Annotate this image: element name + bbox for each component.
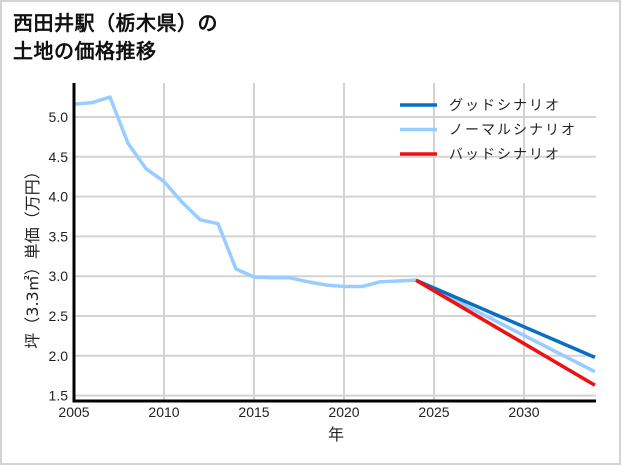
x-tick-label: 2005: [58, 404, 89, 420]
y-axis-ticks: 1.5 2.0 2.5 3.0 3.5 4.0 4.5 5.0: [49, 109, 69, 404]
y-tick-label: 2.5: [49, 308, 69, 324]
chart-title-line2: 土地の価格推移: [13, 39, 157, 63]
gridlines: [74, 83, 596, 401]
x-tick-label: 2015: [238, 404, 269, 420]
x-tick-label: 2030: [508, 404, 539, 420]
x-tick-label: 2010: [148, 404, 179, 420]
y-tick-label: 4.5: [49, 149, 69, 165]
chart-title-line1: 西田井駅（栃木県）の: [13, 11, 218, 35]
series-line-1: [73, 95, 596, 374]
axes: [72, 83, 596, 403]
series-lines: [73, 95, 596, 387]
y-tick-label: 3.5: [49, 228, 69, 244]
y-tick-label: 2.0: [49, 348, 69, 364]
series-line-0: [415, 278, 596, 359]
x-axis-ticks: 2005 2010 2015 2020 2025 2030: [58, 404, 539, 420]
chart-title: 西田井駅（栃木県）の 土地の価格推移: [13, 9, 218, 65]
x-tick-label: 2020: [328, 404, 359, 420]
series-line-2: [415, 278, 596, 387]
y-tick-label: 3.0: [49, 268, 69, 284]
y-tick-label: 4.0: [49, 189, 69, 205]
legend-label: グッドシナリオ: [449, 98, 561, 114]
x-tick-label: 2025: [418, 404, 449, 420]
x-axis-title: 年: [328, 425, 344, 444]
y-tick-label: 1.5: [49, 388, 69, 404]
legend-label: ノーマルシナリオ: [449, 123, 577, 139]
y-tick-label: 5.0: [49, 109, 69, 125]
y-axis-title: 坪（3.3㎡）単価（万円）: [23, 163, 42, 348]
legend-label: バッドシナリオ: [449, 147, 561, 163]
